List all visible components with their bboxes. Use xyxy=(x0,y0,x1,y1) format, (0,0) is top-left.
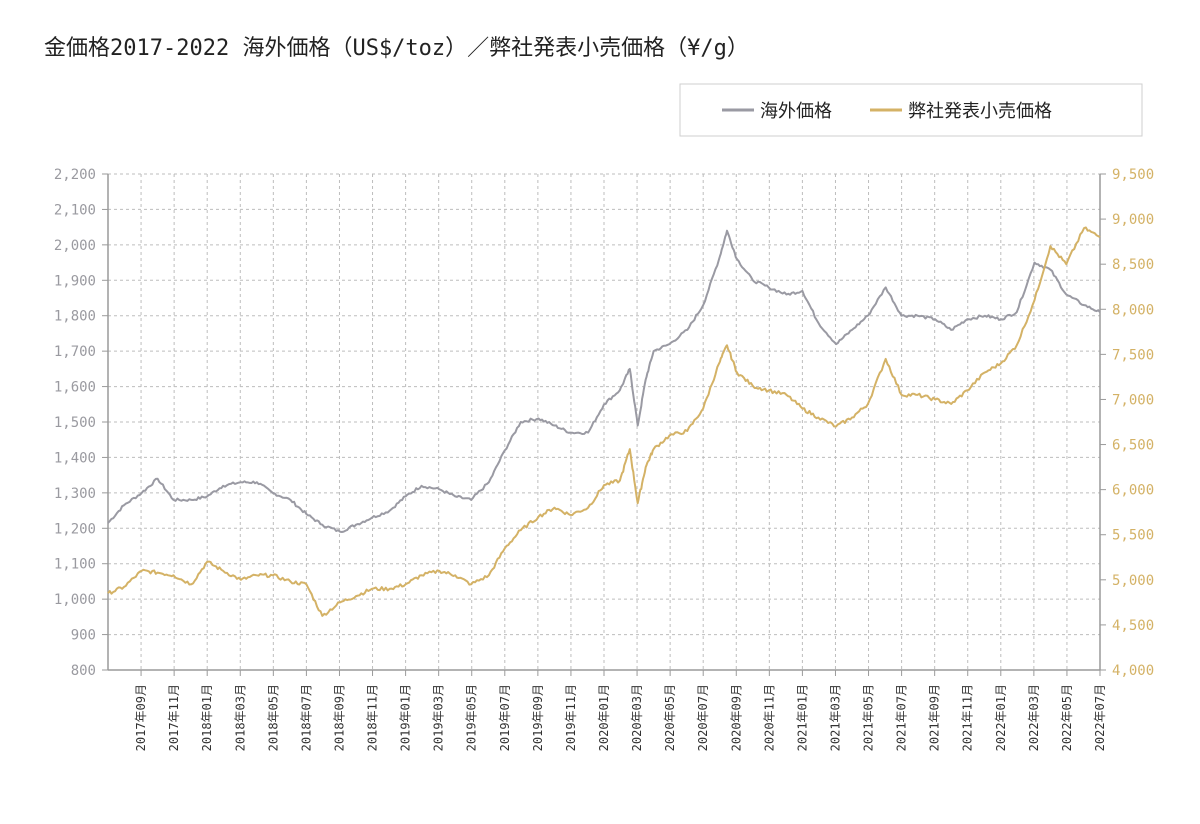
x-tick-label: 2021年07月 xyxy=(895,684,909,751)
x-tick-label: 2018年11月 xyxy=(366,684,380,751)
y-left-tick-label: 2,000 xyxy=(54,238,96,254)
legend: 海外価格 弊社発表小売価格 xyxy=(679,83,1143,137)
x-tick-label: 2018年07月 xyxy=(299,684,313,751)
x-tick-label: 2020年01月 xyxy=(597,684,611,751)
legend-label-overseas: 海外価格 xyxy=(760,101,832,122)
x-tick-label: 2022年03月 xyxy=(1027,684,1041,751)
x-tick-label: 2018年01月 xyxy=(200,684,214,751)
series-line-retail xyxy=(107,226,1101,617)
y-right-tick-label: 9,000 xyxy=(1112,212,1154,228)
series-lines xyxy=(107,226,1101,617)
x-tick-label: 2020年07月 xyxy=(696,684,710,751)
y-left-tick-label: 900 xyxy=(71,628,96,644)
x-tick-label: 2021年09月 xyxy=(928,684,942,751)
y-left-tick-label: 1,100 xyxy=(54,557,96,573)
legend-box xyxy=(679,83,1143,137)
y-right-tick-label: 7,000 xyxy=(1112,392,1154,408)
y-left-tick-label: 2,100 xyxy=(54,202,96,218)
x-tick-label: 2019年09月 xyxy=(531,684,545,751)
y-left-tick-label: 1,400 xyxy=(54,450,96,466)
chart-title: 金価格2017-2022 海外価格（US$/toz）／弊社発表小売価格（¥/g） xyxy=(44,36,749,61)
x-tick-label: 2017年11月 xyxy=(167,684,181,751)
x-tick-label: 2020年03月 xyxy=(630,684,644,751)
x-tick-label: 2019年11月 xyxy=(564,684,578,751)
x-tick-label: 2021年05月 xyxy=(862,684,876,751)
y-left-tick-label: 1,600 xyxy=(54,380,96,396)
y-right-tick-label: 4,000 xyxy=(1112,663,1154,679)
x-tick-label: 2020年05月 xyxy=(663,684,677,751)
x-tick-label: 2019年03月 xyxy=(432,684,446,751)
y-right-tick-label: 6,500 xyxy=(1112,438,1154,454)
y-left-tick-label: 800 xyxy=(71,663,96,679)
x-tick-label: 2022年07月 xyxy=(1093,684,1107,751)
y-left-tick-label: 1,300 xyxy=(54,486,96,502)
x-tick-label: 2022年05月 xyxy=(1060,684,1074,751)
x-tick-label: 2021年11月 xyxy=(961,684,975,751)
y-right-tick-label: 7,500 xyxy=(1112,347,1154,363)
y-left-tick-label: 1,000 xyxy=(54,592,96,608)
y-right-tick-label: 5,000 xyxy=(1112,573,1154,589)
x-tick-label: 2021年03月 xyxy=(828,684,842,751)
y-left-tick-label: 1,700 xyxy=(54,344,96,360)
x-tick-label: 2019年05月 xyxy=(465,684,479,751)
y-left-axis-ticks: 800 900 1,000 1,100 1,200 1,300 1,400 1,500 1,60… xyxy=(54,167,108,679)
y-left-tick-label: 1,800 xyxy=(54,309,96,325)
x-tick-label: 2018年09月 xyxy=(332,684,346,751)
y-left-tick-label: 2,200 xyxy=(54,167,96,183)
x-tick-label: 2019年07月 xyxy=(498,684,512,751)
x-tick-label: 2017年09月 xyxy=(134,684,148,751)
x-tick-label: 2019年01月 xyxy=(399,684,413,751)
y-right-tick-label: 4,500 xyxy=(1112,618,1154,634)
y-left-tick-label: 1,500 xyxy=(54,415,96,431)
y-right-tick-label: 9,500 xyxy=(1112,167,1154,183)
y-left-tick-label: 1,200 xyxy=(54,521,96,537)
series-line-overseas xyxy=(107,229,1101,533)
y-right-tick-label: 5,500 xyxy=(1112,528,1154,544)
y-left-tick-label: 1,900 xyxy=(54,273,96,289)
grid-lines xyxy=(108,173,1101,670)
x-tick-label: 2020年09月 xyxy=(729,684,743,751)
x-tick-label: 2020年11月 xyxy=(762,684,776,751)
y-right-tick-label: 6,000 xyxy=(1112,483,1154,499)
x-tick-label: 2018年03月 xyxy=(233,684,247,751)
y-right-tick-label: 8,500 xyxy=(1112,257,1154,273)
x-axis-ticks: 2017年09月 2017年11月 2018年01月 2018年03月 2018年05月… xyxy=(134,670,1107,751)
y-right-axis-ticks: 4,000 4,500 5,000 5,500 6,000 6,500 7,000 7,500… xyxy=(1100,167,1154,679)
legend-label-retail: 弊社発表小売価格 xyxy=(908,101,1052,122)
x-tick-label: 2018年05月 xyxy=(266,684,280,751)
x-tick-label: 2022年01月 xyxy=(994,684,1008,751)
x-tick-label: 2021年01月 xyxy=(795,684,809,751)
y-right-tick-label: 8,000 xyxy=(1112,302,1154,318)
